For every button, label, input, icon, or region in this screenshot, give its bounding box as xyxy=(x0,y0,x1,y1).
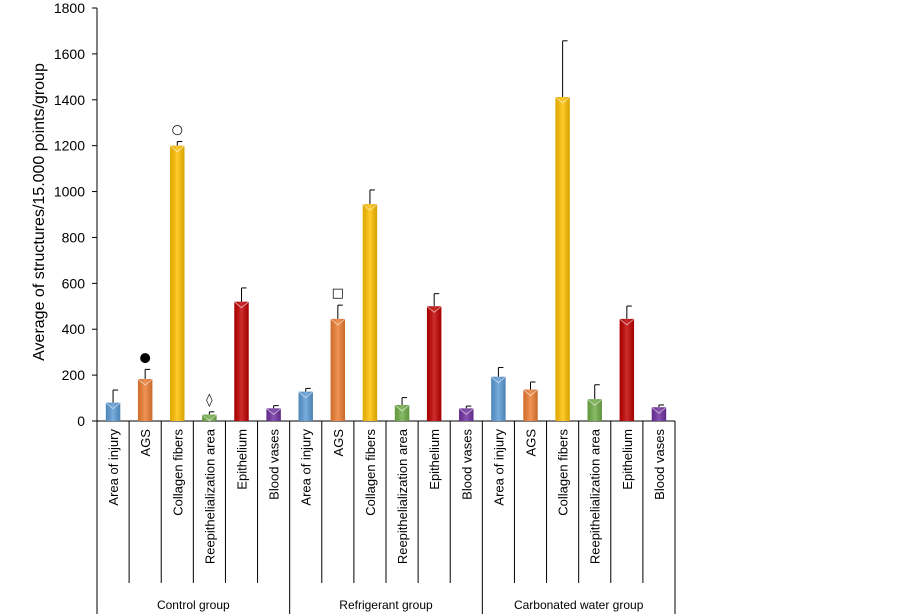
bar-bevel xyxy=(619,318,635,326)
bar-shading xyxy=(234,301,249,421)
x-tick-label: Reepithelialization area xyxy=(588,428,603,564)
significance-marker: ○ xyxy=(172,123,183,138)
x-tick-label: AGS xyxy=(331,429,346,457)
bar-shading xyxy=(202,414,217,421)
x-tick-label: AGS xyxy=(524,429,539,457)
x-tick-label: Reepithelialization area xyxy=(202,428,217,564)
bar-shading xyxy=(105,402,121,421)
x-tick-label: Epithelium xyxy=(235,429,250,490)
x-tick-label: Epithelium xyxy=(620,429,635,490)
bar-shading xyxy=(362,204,378,421)
bar-bevel xyxy=(651,406,667,414)
bar-shading xyxy=(491,376,506,421)
y-tick-label: 1400 xyxy=(54,92,85,108)
x-tick-label: Collagen fibers xyxy=(363,429,378,516)
bar-shading xyxy=(523,389,538,421)
bar-bevel xyxy=(555,96,571,104)
bar-shading xyxy=(619,318,635,421)
x-tick-label: Reepithelialization area xyxy=(395,428,410,564)
bar-shading xyxy=(170,145,185,421)
bar-bevel xyxy=(587,398,603,406)
bar-bevel xyxy=(105,402,121,410)
significance-marker: ● xyxy=(139,350,150,365)
y-tick-label: 600 xyxy=(62,275,86,291)
bar-bevel xyxy=(362,203,378,211)
bar-bevel xyxy=(201,414,217,422)
significance-marker: □ xyxy=(332,286,344,301)
y-tick-label: 1200 xyxy=(54,138,85,154)
bar-bevel xyxy=(458,407,474,416)
bar-shading xyxy=(587,399,602,421)
bar-bevel xyxy=(522,389,539,397)
group-label: Carbonated water group xyxy=(514,598,644,612)
bar-bevel xyxy=(169,145,185,153)
x-tick-label: Blood vases xyxy=(652,429,667,500)
y-tick-label: 0 xyxy=(77,413,85,429)
x-tick-label: Area of injury xyxy=(491,429,506,506)
bar-bevel xyxy=(266,407,282,416)
x-tick-label: Blood vases xyxy=(267,429,282,500)
y-axis-label: Average of structures/15.000 points/grou… xyxy=(31,63,48,361)
y-tick-label: 800 xyxy=(62,229,86,245)
group-label: Control group xyxy=(157,598,230,612)
bar-bevel xyxy=(330,318,346,326)
x-tick-label: Collagen fibers xyxy=(556,429,571,516)
bars xyxy=(105,40,667,422)
bar-bevel xyxy=(394,404,410,412)
significance-marker: ◊ xyxy=(206,393,213,408)
group-label: Refrigerant group xyxy=(339,598,433,612)
bar-shading xyxy=(394,404,410,421)
bar-shading xyxy=(137,379,153,421)
y-tick-label: 200 xyxy=(62,367,86,383)
x-tick-label: Blood vases xyxy=(459,429,474,500)
bar-bevel xyxy=(233,301,250,309)
x-tick-label: Area of injury xyxy=(299,429,314,506)
bar-shading xyxy=(426,306,442,421)
bar-shading xyxy=(298,391,313,421)
y-tick-label: 1800 xyxy=(54,0,85,16)
bar-shading xyxy=(330,318,346,421)
bar-bevel xyxy=(298,391,314,399)
bar-bevel xyxy=(137,378,153,386)
bar-bevel xyxy=(426,305,442,313)
y-tick-label: 400 xyxy=(62,321,86,337)
y-tick-label: 1600 xyxy=(54,46,85,62)
bar-shading xyxy=(555,97,570,421)
axes xyxy=(92,7,676,614)
bar-bevel xyxy=(490,376,506,384)
x-tick-label: Epithelium xyxy=(427,429,442,490)
x-tick-label: AGS xyxy=(138,429,153,457)
x-tick-label: Area of injury xyxy=(106,429,121,506)
labels: 0 200 400 600 800 1000 1200 1400 1600 1800 Area of… xyxy=(54,0,667,612)
y-tick-label: 1000 xyxy=(54,184,85,200)
x-tick-label: Collagen fibers xyxy=(170,429,185,516)
